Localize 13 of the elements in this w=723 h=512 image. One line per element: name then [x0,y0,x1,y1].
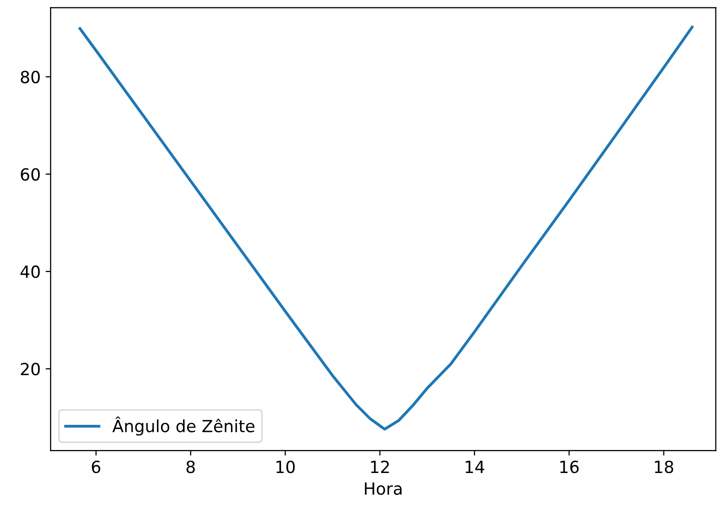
x-tick-label: 14 [466,460,484,473]
x-tick-label: 8 [186,460,195,474]
legend-label: Ângulo de Zênite [112,416,254,436]
x-axis-title: Hora [364,482,402,495]
y-tick-label: 80 [20,70,40,84]
x-tick-label: 16 [560,460,579,474]
x-tick-label: 10 [276,460,295,474]
y-tick-label: 40 [20,265,40,278]
x-tick-label: 6 [92,460,100,474]
x-tick-label: 18 [654,460,674,474]
y-tick-label: 20 [20,362,40,376]
y-tick-label: 60 [20,168,40,181]
x-tick-label: 12 [371,460,389,473]
